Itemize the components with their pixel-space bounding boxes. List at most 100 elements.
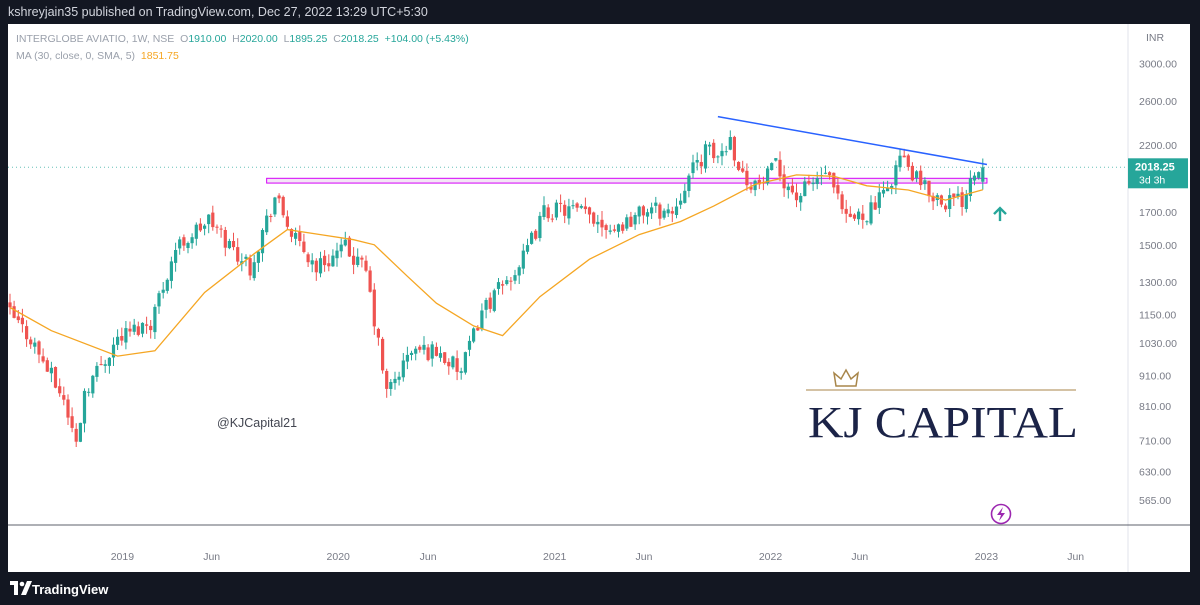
time-axis-tick: 2019	[111, 551, 135, 563]
candle-body	[29, 339, 33, 345]
candle-body	[749, 186, 753, 190]
time-axis-tick: 2020	[327, 551, 351, 563]
candle-body	[41, 356, 45, 362]
candle-body	[886, 187, 890, 192]
candle-body	[931, 195, 935, 202]
published-text: kshreyjain35 published on TradingView.co…	[8, 5, 428, 19]
candle-body	[82, 390, 87, 424]
last-price-label	[1128, 158, 1188, 189]
candle-body	[128, 328, 132, 332]
candle-body	[927, 180, 931, 197]
candle-body	[567, 206, 571, 219]
handle-annotation: @KJCapital21	[217, 416, 297, 430]
candle-body	[691, 162, 695, 174]
candle-body	[679, 200, 683, 205]
footer-brand: TradingView	[32, 582, 109, 597]
candle-body	[335, 250, 339, 259]
candle-body	[277, 195, 281, 199]
price-chart[interactable]: INR 3000.00 2600.00 2200.00 1700.00 1500.00 13…	[8, 24, 1190, 572]
price-axis-tick: 1300.00	[1139, 277, 1177, 289]
price-axis-tick: 630.00	[1139, 467, 1171, 479]
ma-label: MA (30, close, 0, SMA, 5)	[16, 50, 136, 62]
candle-body	[720, 150, 724, 157]
candle-body	[563, 204, 567, 216]
candle-body	[215, 226, 219, 228]
candle-body	[45, 360, 49, 372]
candle-body	[865, 221, 869, 223]
candle-body	[654, 202, 658, 206]
candle-body	[74, 428, 78, 442]
candle-body	[894, 165, 898, 186]
candle-body	[807, 181, 811, 184]
time-axis-tick: Jun	[636, 551, 653, 563]
candle-body	[484, 300, 488, 310]
candles-group	[8, 130, 985, 447]
candle-body	[923, 180, 927, 185]
symbol-legend: INTERGLOBE AVIATIO, 1W, NSE O1910.00 H20…	[16, 33, 469, 45]
candle-body	[501, 284, 505, 286]
candle-body	[972, 175, 977, 181]
lightning-bolt-icon	[997, 507, 1005, 521]
candle-body	[273, 197, 277, 215]
candle-body	[227, 241, 231, 249]
candle-body	[753, 180, 757, 191]
last-price-value: 2018.25	[1135, 161, 1175, 173]
candle-body	[318, 258, 323, 274]
candle-body	[823, 172, 828, 174]
candle-body	[66, 399, 70, 418]
candle-body	[811, 182, 815, 185]
candle-body	[786, 186, 790, 191]
candle-body	[186, 243, 190, 248]
candle-body	[401, 360, 405, 378]
price-axis-tick: 2200.00	[1139, 140, 1177, 152]
candle-body	[604, 225, 608, 230]
candle-body	[352, 255, 356, 265]
candle-body	[62, 395, 66, 400]
candle-body	[467, 340, 472, 350]
candle-body	[368, 270, 372, 292]
candle-body	[198, 223, 202, 231]
candle-body	[157, 293, 161, 307]
candle-body	[583, 206, 587, 210]
candle-body	[525, 245, 530, 252]
chart-panel[interactable]: INR 3000.00 2600.00 2200.00 1700.00 1500.00 13…	[8, 24, 1190, 572]
candle-body	[803, 181, 807, 197]
candle-body	[658, 204, 662, 219]
candle-body	[592, 212, 596, 224]
candle-body	[87, 391, 91, 393]
candle-body	[244, 256, 248, 259]
candle-body	[981, 167, 985, 182]
candle-body	[393, 378, 397, 384]
candle-body	[78, 422, 82, 442]
time-axis-tick: Jun	[1067, 551, 1084, 563]
candle-body	[708, 144, 712, 147]
candle-body	[310, 260, 314, 265]
price-axis-tick: 1150.00	[1139, 309, 1176, 321]
price-axis-tick: 1700.00	[1139, 207, 1177, 219]
candle-body	[95, 365, 99, 377]
watermark-text: KJ CAPITAL	[808, 398, 1078, 447]
candle-body	[737, 162, 741, 170]
candle-body	[438, 353, 443, 358]
candle-body	[612, 229, 616, 231]
candle-body	[269, 216, 273, 217]
candle-body	[430, 344, 434, 359]
published-header: kshreyjain35 published on TradingView.co…	[0, 0, 1200, 24]
candle-body	[153, 306, 157, 333]
moving-average-line	[9, 174, 983, 357]
candle-body	[111, 344, 116, 358]
candle-body	[861, 213, 865, 220]
candle-body	[356, 256, 360, 265]
candle-body	[70, 416, 74, 428]
candle-body	[770, 163, 774, 170]
candle-body	[203, 225, 207, 229]
candle-body	[161, 289, 165, 293]
candle-body	[385, 371, 389, 389]
time-axis-tick: 2023	[975, 551, 999, 563]
candle-body	[587, 207, 592, 215]
price-axis-tick: 910.00	[1139, 370, 1171, 382]
candle-body	[832, 172, 836, 188]
candle-body	[260, 230, 265, 254]
candle-body	[840, 194, 844, 210]
candle-body	[434, 346, 438, 356]
